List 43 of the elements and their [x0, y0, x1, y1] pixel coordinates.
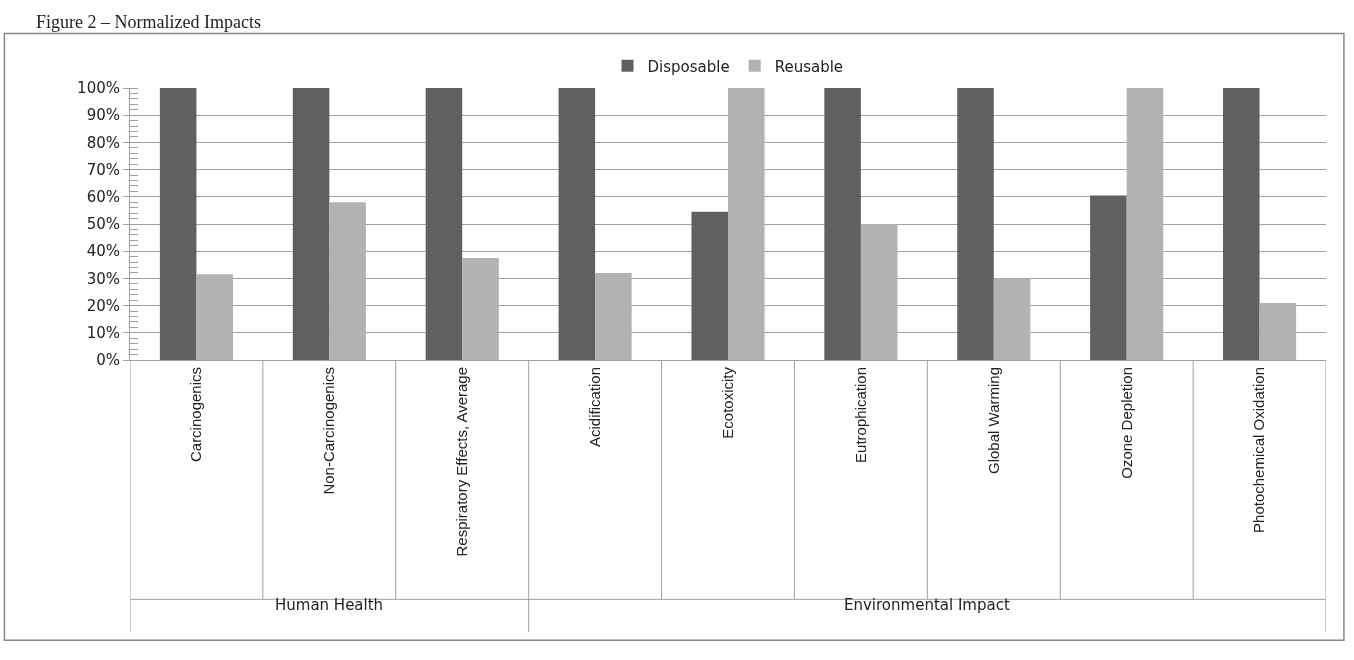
x-tick-label: Photochemical Oxidation — [1250, 367, 1268, 533]
bar — [329, 202, 366, 360]
bar — [860, 224, 898, 360]
bar — [1223, 88, 1260, 360]
y-tick-label: 100% — [77, 79, 120, 98]
bar — [558, 88, 596, 360]
bar — [196, 274, 233, 360]
y-tick-label: 70% — [86, 160, 120, 179]
y-tick-label: 60% — [86, 188, 120, 207]
bar — [1090, 195, 1127, 360]
legend-label: Reusable — [774, 57, 844, 76]
x-tick-label: Eutrophication — [851, 367, 869, 463]
text: Human Health — [275, 596, 384, 614]
bar — [993, 278, 1031, 360]
x-tick-label: Carcinogenics — [187, 367, 205, 463]
y-tick-label: 80% — [86, 133, 120, 152]
x-tick-label: Ecotoxicity — [718, 366, 736, 439]
y-tick-label: 0% — [96, 351, 120, 370]
bar — [159, 88, 197, 360]
legend-label: Disposable — [647, 57, 730, 76]
x-tick-label: Acidification — [585, 367, 603, 448]
bar — [595, 272, 632, 360]
y-tick-label: 10% — [86, 324, 120, 343]
bar — [824, 88, 861, 360]
x-tick-label: Ozone Depletion — [1117, 367, 1135, 479]
bar — [691, 211, 728, 360]
y-tick-label: 30% — [86, 269, 120, 288]
x-tick-label: Non-Carcinogenics — [320, 367, 338, 495]
bar — [728, 88, 765, 360]
bar — [957, 88, 994, 360]
x-tick-label: Global Warming — [984, 367, 1002, 474]
x-tick-label: Respiratory Effects, Average — [453, 367, 471, 557]
bar — [462, 258, 499, 360]
y-tick-label: 50% — [86, 215, 120, 234]
y-tick-label: 90% — [86, 106, 120, 125]
bar — [425, 88, 463, 360]
y-tick-label: 20% — [86, 296, 120, 315]
y-tick-label: 40% — [86, 242, 120, 261]
text: Environmental Impact — [844, 596, 1010, 614]
bar — [1126, 88, 1164, 360]
chart-title: Figure 2 – Normalized Impacts — [36, 12, 261, 32]
bar — [292, 88, 330, 360]
bar — [1259, 302, 1297, 360]
